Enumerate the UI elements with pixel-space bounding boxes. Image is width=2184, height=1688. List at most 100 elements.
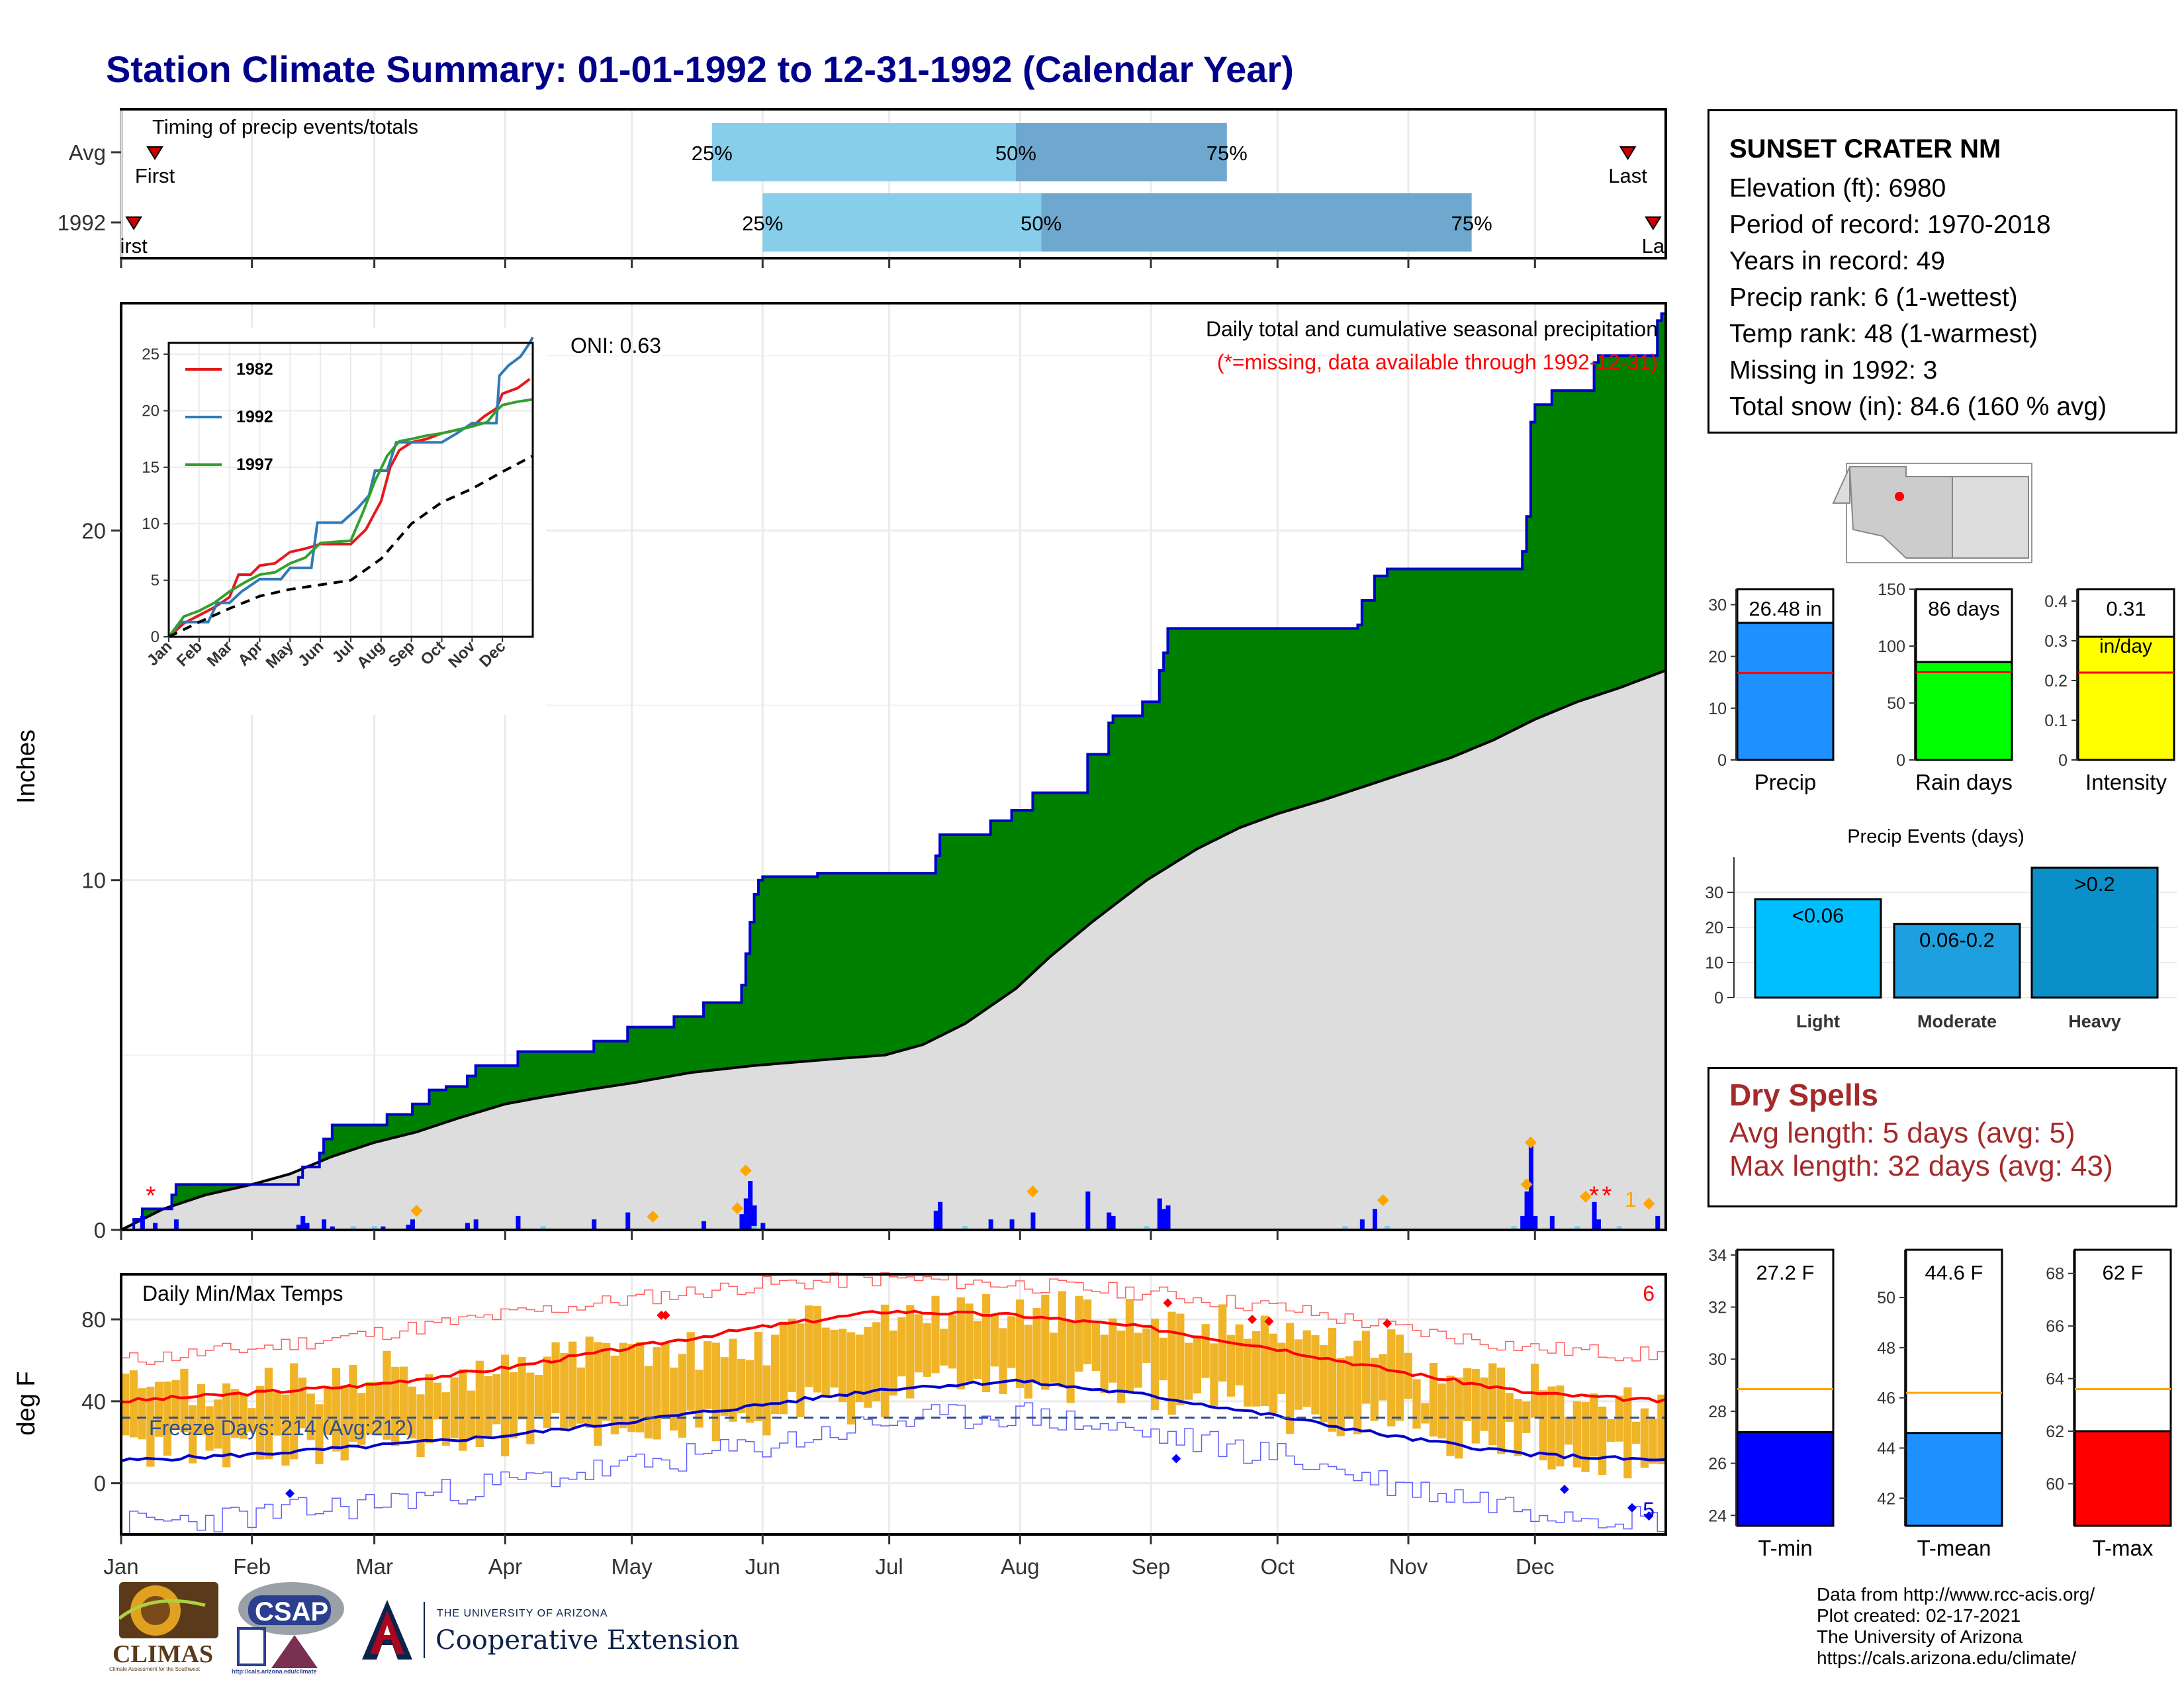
record-low-diamond xyxy=(1627,1503,1637,1513)
summary-bar xyxy=(2073,1430,2172,1527)
precip-ylabel: Inches xyxy=(13,729,40,804)
new-mexico-state-shape xyxy=(1952,476,2029,559)
summary-category-label: T-max xyxy=(2093,1536,2154,1560)
daily-temp-bar xyxy=(981,1293,991,1393)
inset-series-line xyxy=(168,454,533,638)
daily-temp-bar xyxy=(576,1367,585,1424)
notable-precip-diamond xyxy=(410,1204,423,1217)
oni-label: ONI: 0.63 xyxy=(570,334,661,357)
daily-temp-bar xyxy=(1167,1311,1176,1415)
record-low-diamond xyxy=(1644,1511,1654,1521)
daily-precip-bar xyxy=(322,1219,327,1230)
first-marker-icon xyxy=(146,146,163,160)
dry-spells-avg: Avg length: 5 days (avg: 5) xyxy=(1729,1117,2075,1149)
daily-precip-bar xyxy=(1085,1191,1091,1230)
daily-snow-mark xyxy=(1616,1226,1622,1229)
daily-temp-bar xyxy=(745,1360,754,1423)
record-min-line xyxy=(121,1402,1666,1536)
daily-precip-bar xyxy=(516,1215,521,1230)
summary-ytick-label: 62 xyxy=(2046,1423,2064,1441)
daily-temp-bar xyxy=(619,1342,627,1429)
summary-ytick-label: 0 xyxy=(2058,751,2068,770)
summary-bar xyxy=(1736,1430,1835,1527)
summary-ytick-label: 46 xyxy=(1877,1389,1895,1408)
timing-pct-label: 50% xyxy=(1021,212,1062,235)
summary-ytick-label: 50 xyxy=(1887,694,1905,713)
month-label: Feb xyxy=(233,1554,271,1579)
summary-ytick-label: 34 xyxy=(1708,1246,1727,1265)
first-label: irst xyxy=(120,234,148,258)
daily-temp-bar xyxy=(467,1390,476,1440)
cumulative-average-area xyxy=(121,670,1666,1230)
daily-temp-bar xyxy=(1514,1399,1522,1456)
daily-temp-bar xyxy=(872,1322,881,1401)
summary-bar xyxy=(2077,635,2175,761)
daily-temp-bar xyxy=(1657,1394,1666,1465)
daily-temp-bar xyxy=(821,1327,830,1398)
record-low-diamond xyxy=(1171,1454,1181,1464)
month-label: May xyxy=(611,1554,653,1579)
inset-series-line xyxy=(167,398,533,638)
month-label: Sep xyxy=(1132,1554,1171,1579)
daily-temp-bar xyxy=(965,1303,974,1382)
events-ytick-label: 0 xyxy=(1714,989,1723,1008)
record-high-diamond xyxy=(1163,1298,1173,1308)
daily-temp-bar xyxy=(425,1374,433,1444)
daily-temp-bar xyxy=(248,1408,256,1432)
credit-line: Data from http://www.rcc-acis.org/ xyxy=(1817,1584,2095,1605)
station-precip-rank: Precip rank: 6 (1-wettest) xyxy=(1729,283,2018,312)
csap-logo-url: http://cals.arizona.edu/climate xyxy=(232,1668,317,1675)
daily-precip-bar xyxy=(1107,1212,1112,1230)
daily-temp-bar xyxy=(1328,1327,1337,1432)
record-max-line xyxy=(121,1272,1666,1365)
daily-precip-bar xyxy=(381,1226,386,1230)
daily-temp-bar xyxy=(1480,1377,1488,1431)
daily-temp-bar xyxy=(670,1367,678,1430)
daily-temp-bar xyxy=(1649,1418,1657,1464)
daily-temp-bar xyxy=(1007,1316,1016,1368)
daily-temp-bar xyxy=(805,1305,813,1387)
month-label: Jul xyxy=(876,1554,903,1579)
daily-precip-bar xyxy=(748,1181,753,1230)
daily-temp-bar xyxy=(1083,1299,1092,1364)
daily-temp-bar xyxy=(568,1341,577,1428)
daily-temp-bar xyxy=(839,1329,847,1403)
daily-temp-bar xyxy=(1058,1291,1066,1387)
daily-temp-bar xyxy=(1210,1343,1218,1407)
precip-ytick-label: 20 xyxy=(81,518,106,543)
record-low-diamond xyxy=(1559,1484,1569,1494)
notable-precip-diamond xyxy=(1520,1178,1533,1191)
daily-precip-bar xyxy=(473,1219,478,1230)
dry-spells-heading: Dry Spells xyxy=(1729,1078,1878,1112)
precip-ytick-label: 10 xyxy=(81,868,106,893)
daily-temp-bar xyxy=(459,1369,467,1451)
missing-data-mark: * xyxy=(146,1182,156,1209)
daily-temp-bar xyxy=(788,1318,796,1393)
timing-bar-25-50 xyxy=(711,123,1016,181)
daily-temp-bar xyxy=(1496,1367,1506,1454)
daily-temp-bar xyxy=(1370,1358,1379,1421)
summary-ytick-label: 0.4 xyxy=(2044,592,2068,611)
daily-temp-bar xyxy=(1024,1325,1032,1399)
daily-snow-mark xyxy=(1574,1226,1580,1229)
daily-temp-bar xyxy=(1345,1356,1353,1417)
daily-temp-bar xyxy=(1631,1421,1641,1444)
daily-temp-bar xyxy=(433,1382,442,1420)
daily-temp-bar xyxy=(956,1297,965,1389)
daily-temp-bar xyxy=(1379,1354,1387,1401)
daily-temp-bar xyxy=(923,1323,931,1377)
daily-temp-bar xyxy=(1311,1335,1320,1415)
temp-ytick-label: 0 xyxy=(94,1472,106,1496)
daily-temp-bar xyxy=(1412,1379,1421,1429)
daily-precip-bar xyxy=(330,1226,335,1230)
freeze-days-label: Freeze Days: 214 (Avg:212) xyxy=(149,1416,414,1440)
daily-precip-bar xyxy=(296,1225,301,1230)
daily-temp-bar xyxy=(1387,1329,1396,1427)
daily-precip-bar xyxy=(592,1219,597,1230)
daily-temp-bar xyxy=(357,1393,366,1445)
daily-temp-bar xyxy=(1463,1368,1472,1421)
missing-data-mark: * xyxy=(1602,1182,1612,1209)
daily-snow-mark xyxy=(1144,1226,1150,1229)
daily-temp-bar xyxy=(1395,1335,1404,1421)
timing-pct-label: 50% xyxy=(995,142,1036,165)
